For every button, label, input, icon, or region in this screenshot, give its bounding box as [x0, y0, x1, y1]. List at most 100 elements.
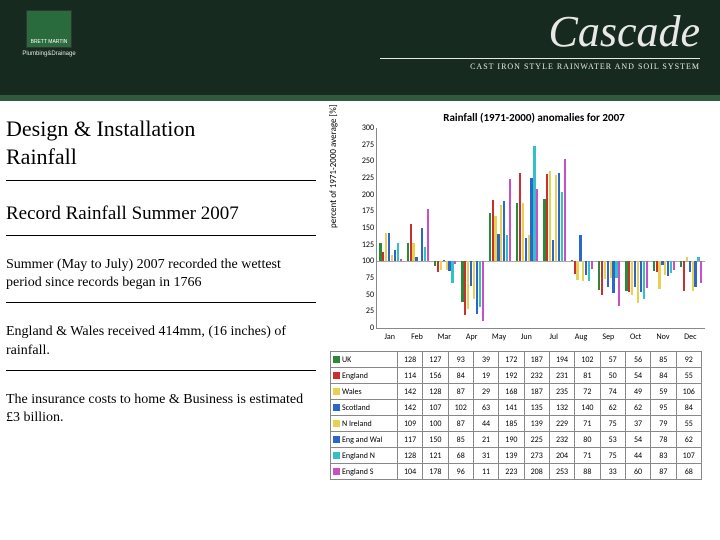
bar [530, 178, 532, 261]
table-cell: 29 [473, 384, 498, 400]
table-cell: 84 [676, 400, 702, 416]
paragraph-1: Summer (May to July) 2007 recorded the w… [6, 256, 316, 303]
bar [543, 199, 545, 262]
bar [533, 146, 535, 261]
page-title: Design & Installation Rainfall [6, 115, 316, 181]
xtick: Apr [466, 332, 478, 342]
table-cell: 204 [549, 448, 574, 464]
bar [410, 224, 412, 261]
table-cell: 79 [651, 416, 676, 432]
table-cell: 85 [651, 352, 676, 368]
table-cell: 44 [625, 448, 650, 464]
chart-data-table: UK128127933917218719410257568592England1… [330, 351, 702, 480]
bar [610, 261, 612, 278]
table-cell: 190 [499, 432, 524, 448]
bar [552, 240, 554, 261]
table-cell: 114 [397, 368, 422, 384]
table-cell: 72 [575, 384, 600, 400]
table-cell: 142 [397, 384, 422, 400]
table-cell: 62 [600, 400, 625, 416]
bar [694, 261, 696, 286]
content-area: Design & Installation Rainfall Record Ra… [0, 101, 720, 480]
bar [421, 228, 423, 261]
table-cell: 104 [397, 464, 422, 480]
bar [640, 261, 642, 292]
table-row: England N128121683113927320471754483107 [331, 448, 702, 464]
bar [546, 174, 548, 261]
ytick: 200 [362, 190, 374, 200]
series-label: England S [331, 464, 398, 480]
bar [379, 243, 381, 262]
ytick: 175 [362, 206, 374, 216]
bar [434, 261, 436, 266]
bar [585, 261, 587, 274]
bar [482, 261, 484, 320]
table-cell: 139 [499, 448, 524, 464]
table-cell: 109 [397, 416, 422, 432]
table-cell: 59 [651, 384, 676, 400]
chart-title: Rainfall (1971-2000) anomalies for 2007 [364, 111, 704, 124]
ytick: 25 [366, 306, 374, 316]
title-line-1: Design & Installation [6, 116, 195, 141]
table-cell: 21 [473, 432, 498, 448]
table-cell: 100 [423, 416, 448, 432]
bar [628, 261, 630, 292]
bar [661, 261, 663, 264]
table-cell: 75 [600, 448, 625, 464]
table-row: Eng and Wal11715085211902252328053547862 [331, 432, 702, 448]
brand-script: Cascade [380, 10, 700, 54]
table-cell: 39 [473, 352, 498, 368]
table-cell: 62 [676, 432, 702, 448]
bar [658, 261, 660, 288]
bar [625, 261, 627, 290]
xtick: Jan [384, 332, 395, 342]
table-cell: 107 [676, 448, 702, 464]
table-cell: 78 [651, 432, 676, 448]
bar [519, 173, 521, 261]
bar [689, 261, 691, 272]
text-column: Design & Installation Rainfall Record Ra… [6, 109, 324, 480]
table-cell: 156 [423, 368, 448, 384]
table-cell: 81 [575, 368, 600, 384]
table-cell: 88 [575, 464, 600, 480]
ytick: 75 [366, 273, 374, 283]
bar [525, 238, 527, 261]
table-cell: 80 [575, 432, 600, 448]
table-cell: 53 [600, 432, 625, 448]
table-cell: 231 [549, 368, 574, 384]
table-cell: 92 [676, 352, 702, 368]
table-cell: 96 [448, 464, 473, 480]
bar [700, 261, 702, 282]
table-cell: 74 [600, 384, 625, 400]
bar [394, 250, 396, 261]
ytick: 150 [362, 223, 374, 233]
table-cell: 93 [448, 352, 473, 368]
table-cell: 56 [625, 352, 650, 368]
bar [549, 171, 551, 261]
xtick: Feb [411, 332, 423, 342]
bar [497, 234, 499, 261]
brand-subtitle: CAST IRON STYLE RAINWATER AND SOIL SYSTE… [380, 62, 700, 71]
brand-logo: Plumbing&Drainage [14, 10, 84, 57]
bar [618, 261, 620, 306]
xtick: Jul [549, 332, 558, 342]
table-cell: 71 [575, 448, 600, 464]
table-cell: 63 [473, 400, 498, 416]
table-cell: 57 [600, 352, 625, 368]
table-cell: 11 [473, 464, 498, 480]
xtick: May [492, 332, 506, 342]
color-swatch [333, 404, 340, 411]
bar [461, 261, 463, 302]
bar [631, 261, 633, 295]
bar [604, 261, 606, 278]
bar [664, 261, 666, 275]
table-cell: 60 [625, 464, 650, 480]
table-cell: 84 [651, 368, 676, 384]
ytick: 225 [362, 173, 374, 183]
series-label: UK [331, 352, 398, 368]
bar [576, 261, 578, 280]
series-label: Eng and Wal [331, 432, 398, 448]
bar [440, 261, 442, 270]
table-cell: 185 [499, 416, 524, 432]
table-cell: 142 [397, 400, 422, 416]
